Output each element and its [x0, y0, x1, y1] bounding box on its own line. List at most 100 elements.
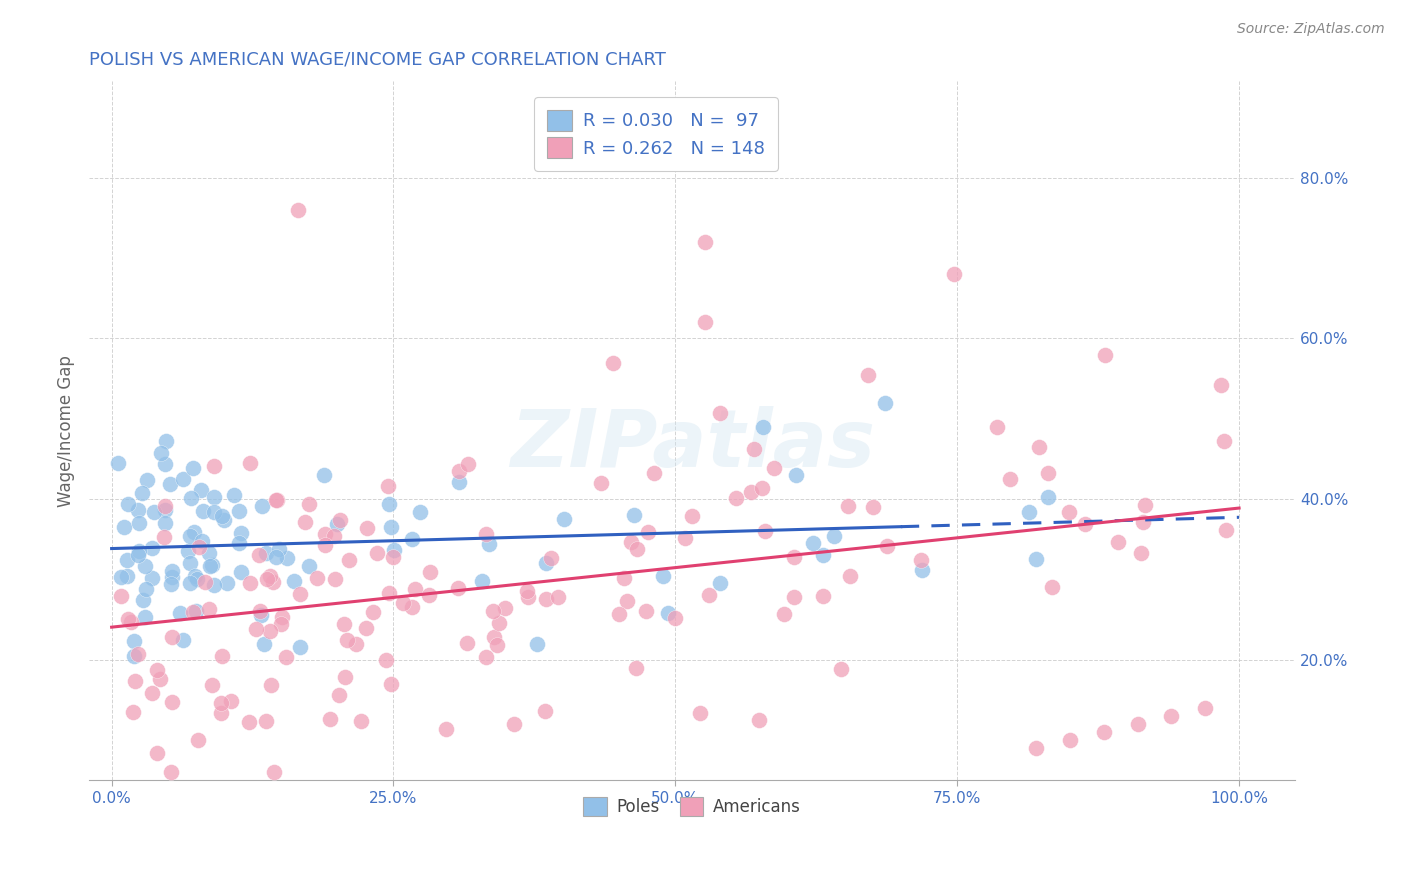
- Point: [307, 571, 329, 585]
- Point: [693, 235, 716, 249]
- Point: [141, 541, 163, 556]
- Point: [314, 538, 336, 552]
- Point: [179, 529, 201, 543]
- Point: [202, 578, 225, 592]
- Point: [183, 569, 205, 583]
- Point: [141, 571, 163, 585]
- Point: [122, 705, 145, 719]
- Point: [145, 746, 167, 760]
- Point: [328, 688, 350, 702]
- Point: [811, 548, 834, 562]
- Point: [1130, 546, 1153, 560]
- Point: [624, 661, 647, 675]
- Point: [314, 468, 336, 483]
- Point: [418, 588, 440, 602]
- Point: [664, 611, 686, 625]
- Point: [1133, 499, 1156, 513]
- Point: [536, 556, 558, 570]
- Point: [264, 550, 287, 565]
- Point: [681, 508, 703, 523]
- Point: [1107, 534, 1129, 549]
- Point: [1040, 580, 1063, 594]
- Point: [1057, 505, 1080, 519]
- Point: [858, 368, 880, 383]
- Point: [333, 617, 356, 632]
- Point: [1213, 434, 1236, 448]
- Point: [401, 532, 423, 546]
- Point: [254, 546, 277, 560]
- Point: [149, 672, 172, 686]
- Point: [709, 406, 731, 420]
- Point: [748, 713, 770, 727]
- Point: [1194, 701, 1216, 715]
- Point: [160, 695, 183, 709]
- Point: [485, 638, 508, 652]
- Point: [623, 508, 645, 522]
- Point: [380, 520, 402, 534]
- Point: [184, 604, 207, 618]
- Point: [127, 647, 149, 661]
- Point: [986, 419, 1008, 434]
- Point: [201, 678, 224, 692]
- Point: [785, 468, 807, 483]
- Point: [110, 589, 132, 603]
- Y-axis label: Wage/Income Gap: Wage/Income Gap: [58, 355, 75, 507]
- Point: [271, 609, 294, 624]
- Point: [160, 564, 183, 578]
- Point: [107, 456, 129, 470]
- Point: [264, 492, 287, 507]
- Point: [366, 546, 388, 560]
- Point: [198, 602, 221, 616]
- Point: [1160, 709, 1182, 723]
- Point: [475, 649, 498, 664]
- Point: [270, 616, 292, 631]
- Point: [318, 712, 340, 726]
- Point: [673, 531, 696, 545]
- Point: [117, 497, 139, 511]
- Point: [169, 606, 191, 620]
- Point: [449, 475, 471, 490]
- Point: [155, 516, 177, 530]
- Point: [643, 466, 665, 480]
- Point: [250, 500, 273, 514]
- Point: [221, 694, 243, 708]
- Point: [1025, 551, 1047, 566]
- Point: [276, 550, 298, 565]
- Point: [323, 529, 346, 543]
- Point: [172, 472, 194, 486]
- Point: [616, 594, 638, 608]
- Point: [172, 633, 194, 648]
- Point: [392, 596, 415, 610]
- Point: [294, 515, 316, 529]
- Point: [290, 587, 312, 601]
- Point: [247, 548, 270, 562]
- Point: [263, 765, 285, 780]
- Point: [202, 505, 225, 519]
- Point: [160, 569, 183, 583]
- Point: [187, 733, 209, 747]
- Point: [516, 584, 538, 599]
- Point: [329, 513, 352, 527]
- Point: [801, 535, 824, 549]
- Point: [283, 574, 305, 588]
- Point: [751, 481, 773, 495]
- Point: [695, 315, 717, 329]
- Point: [209, 706, 232, 720]
- Point: [132, 592, 155, 607]
- Point: [876, 539, 898, 553]
- Point: [1211, 377, 1233, 392]
- Point: [783, 590, 806, 604]
- Point: [709, 576, 731, 591]
- Point: [377, 586, 399, 600]
- Point: [456, 635, 478, 649]
- Point: [783, 550, 806, 565]
- Point: [211, 508, 233, 523]
- Point: [153, 530, 176, 544]
- Point: [875, 395, 897, 409]
- Point: [159, 477, 181, 491]
- Point: [181, 461, 204, 475]
- Point: [494, 600, 516, 615]
- Point: [478, 537, 501, 551]
- Point: [763, 460, 786, 475]
- Point: [526, 637, 548, 651]
